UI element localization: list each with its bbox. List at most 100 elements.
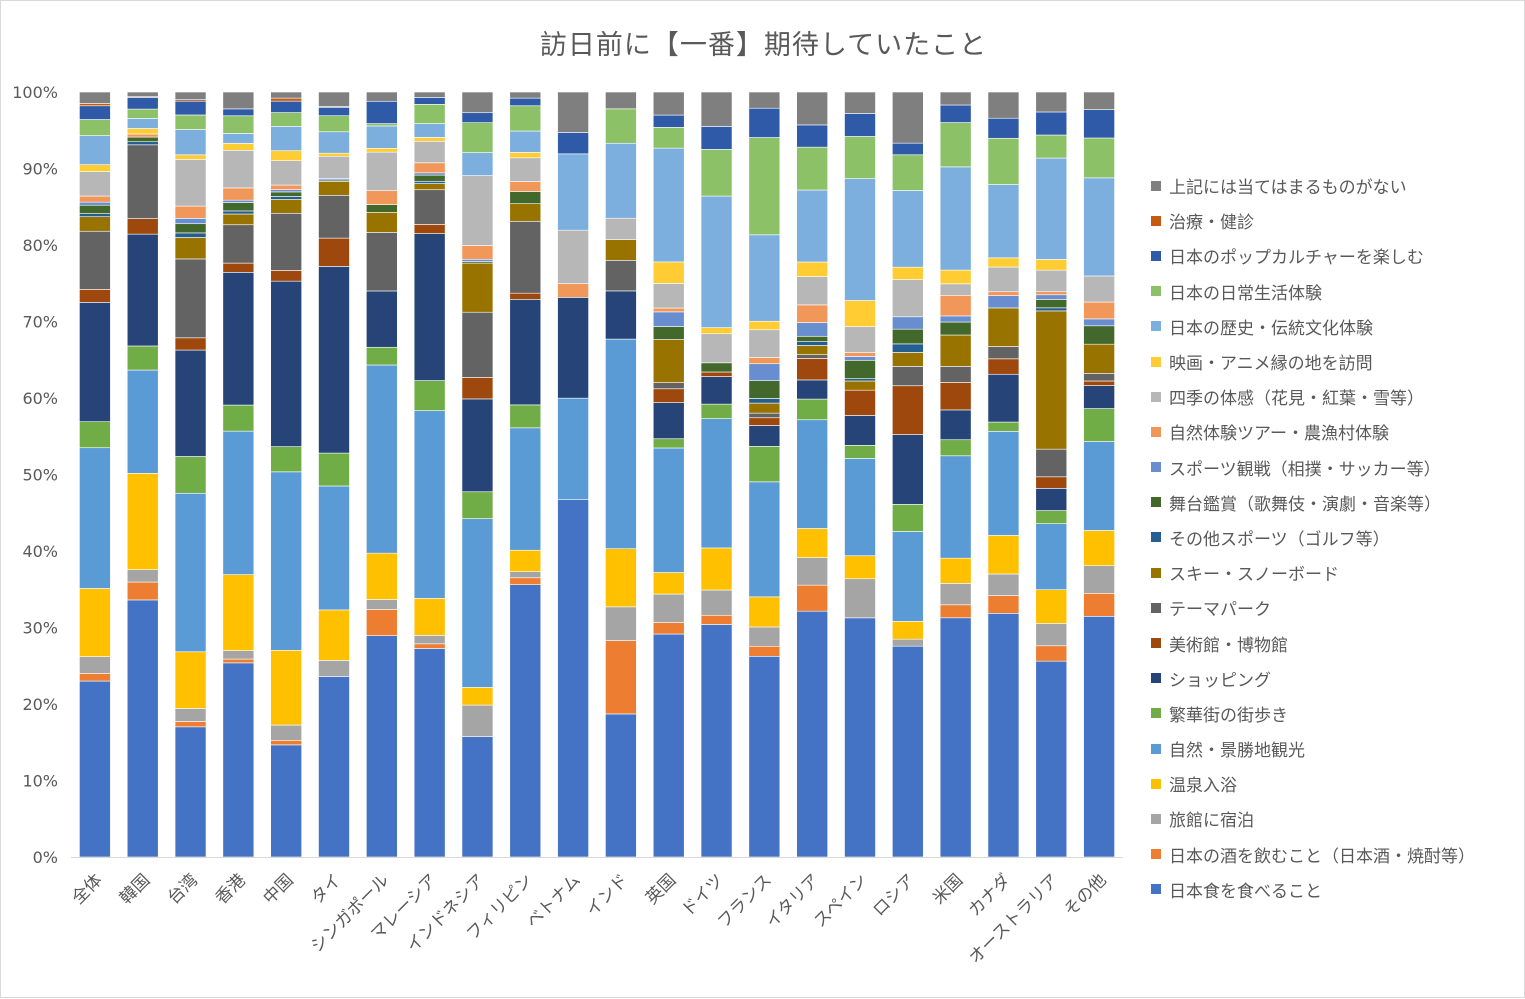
bar-segment (222, 213, 255, 226)
bar-segment (413, 91, 446, 98)
bar-segment (126, 108, 159, 119)
bar-stack (509, 91, 542, 858)
x-tick-label: 米国 (929, 870, 967, 908)
bar-segment (270, 196, 302, 200)
legend-label: 日本のポップカルチャーを楽しむ (1169, 248, 1424, 269)
bar-segment (1035, 111, 1068, 136)
bar-segment (605, 290, 637, 340)
bar-segment (1035, 269, 1068, 292)
bar-segment (1083, 177, 1115, 277)
bar-segment (748, 626, 781, 647)
bar-segment (366, 290, 398, 348)
legend-swatch (1151, 849, 1161, 860)
bar-segment (174, 456, 207, 494)
bar-segment (748, 234, 781, 322)
bar-segment (509, 577, 542, 585)
bar-segment (748, 446, 781, 483)
legend-item: テーマパーク (1151, 590, 1521, 625)
bar-segment (126, 569, 159, 583)
bar-segment (413, 643, 446, 649)
bar-stack (79, 91, 111, 858)
bar-segment (939, 166, 972, 271)
bar-segment (1035, 259, 1068, 271)
legend-swatch (1151, 321, 1161, 332)
bar-segment (700, 547, 733, 591)
legend-item: 温泉入浴 (1151, 766, 1521, 801)
bar-segment (987, 431, 1020, 536)
bar-segment (270, 191, 302, 197)
bar-segment (700, 376, 733, 405)
bar-segment (700, 362, 733, 373)
bar-segment (987, 257, 1020, 268)
legend-swatch (1151, 462, 1161, 473)
bar-segment (222, 187, 255, 201)
bar-segment (605, 338, 637, 550)
y-tick-label: 20% (22, 695, 58, 714)
bar-segment (174, 114, 207, 130)
bar-segment (796, 398, 828, 421)
bar-segment (174, 258, 207, 339)
bar-segment (844, 359, 876, 379)
bar-stack (318, 91, 350, 858)
bar-segment (318, 194, 350, 239)
bar-segment (987, 307, 1020, 347)
legend-item: その他スポーツ（ゴルフ等） (1151, 520, 1521, 555)
bar-segment (222, 650, 255, 660)
bar-segment (557, 91, 589, 133)
bar-segment (557, 499, 589, 858)
bar-segment (174, 159, 207, 207)
bar-segment (174, 651, 207, 709)
legend-item: 日本の歴史・伝統文化体験 (1151, 309, 1521, 344)
legend-swatch (1151, 602, 1161, 613)
bar-segment (366, 91, 398, 102)
x-tick-label: タイ (307, 870, 345, 908)
bar-segment (1083, 616, 1115, 858)
bar-segment (892, 621, 924, 640)
bar-segment (222, 574, 255, 651)
bar-segment (509, 549, 542, 572)
bar-segment (652, 311, 685, 327)
bar-segment (987, 184, 1020, 259)
bar-segment (318, 485, 350, 611)
bar-segment (892, 352, 924, 367)
legend-swatch (1151, 356, 1161, 367)
bar-segment (270, 744, 302, 858)
bar-segment (509, 105, 542, 132)
bar-segment (987, 373, 1020, 423)
bar-segment (844, 178, 876, 301)
bar-segment (939, 366, 972, 383)
bar-segment (939, 409, 972, 441)
bar-segment (796, 146, 828, 191)
bar-segment (700, 126, 733, 150)
bar-segment (1083, 325, 1115, 345)
bar-segment (652, 382, 685, 390)
bar-segment (939, 604, 972, 619)
bar-segment (700, 589, 733, 616)
bar-segment (174, 726, 207, 858)
bar-stack (987, 91, 1020, 858)
bar-segment (1083, 109, 1115, 139)
bar-segment (748, 91, 781, 109)
bar-stack (126, 91, 159, 858)
bar-segment (987, 421, 1020, 432)
bar-segment (1035, 523, 1068, 591)
bar-segment (366, 635, 398, 858)
bar-segment (222, 272, 255, 406)
bar-segment (748, 137, 781, 236)
bar-segment (892, 504, 924, 532)
bar-segment (700, 624, 733, 858)
bar-segment (748, 402, 781, 414)
bar-stack (270, 91, 302, 858)
bar-segment (1035, 291, 1068, 296)
bar-segment (557, 283, 589, 298)
bar-segment (413, 104, 446, 124)
bar-segment (366, 599, 398, 610)
bar-segment (939, 294, 972, 317)
bar-segment (1083, 385, 1115, 409)
legend-item: 自然・景勝地観光 (1151, 731, 1521, 766)
bar-segment (126, 141, 159, 146)
bar-segment (509, 130, 542, 153)
bar-segment (318, 155, 350, 179)
